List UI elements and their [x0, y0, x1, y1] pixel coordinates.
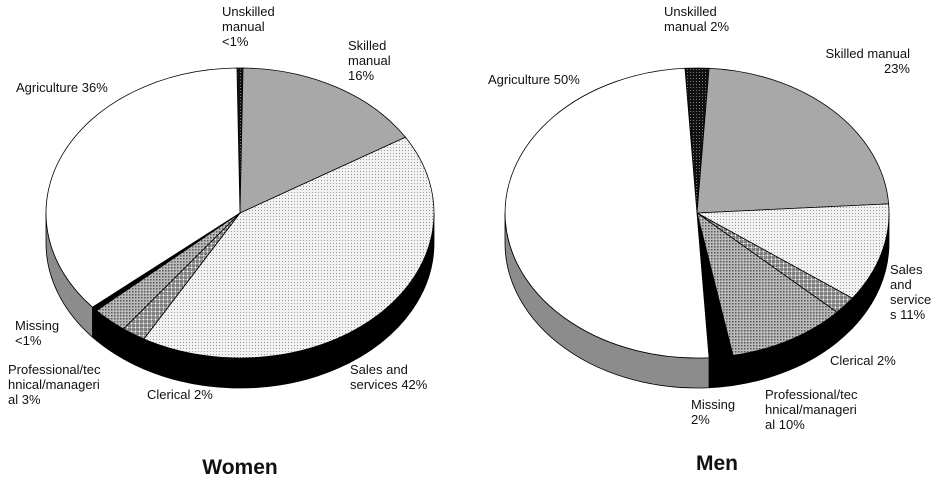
value-label: 2% [710, 19, 730, 34]
category-label: Agriculture [16, 80, 79, 95]
slice-side [708, 354, 734, 389]
slice-label: Professional/technical/managerial 10% [765, 387, 861, 432]
slice [239, 67, 407, 214]
slice-top [696, 212, 838, 356]
value-label: 42% [401, 377, 428, 392]
slice-top [695, 203, 890, 299]
category-label: Sales and services [890, 262, 932, 322]
slice-top [696, 67, 890, 214]
slice-side [92, 306, 97, 342]
slice-label: Professional/technical/managerial 3% [8, 362, 104, 407]
slice-label: Unskilled manual 2% [664, 4, 734, 34]
chart-title: Women [202, 456, 278, 479]
value-label: 16% [348, 68, 375, 83]
category-label: Unskilled manual [664, 4, 717, 34]
category-label: Professional/technical/managerial [765, 387, 858, 432]
value-label: 36% [81, 80, 108, 95]
slice-top [504, 67, 710, 359]
category-label: Clerical [147, 387, 191, 402]
slice-label: Unskilled manual <1% [222, 4, 292, 49]
slice-top [143, 136, 435, 359]
slice-label: Missing 2% [691, 397, 741, 427]
category-label: Missing [691, 397, 736, 412]
value-label: 23% [883, 61, 910, 76]
value-label: 11% [900, 307, 926, 322]
slice-label: Skilled manual 23% [820, 46, 910, 76]
category-label: Missing [15, 318, 60, 333]
slice [45, 67, 241, 339]
category-label: Skilled manual [825, 46, 910, 61]
slice [696, 212, 838, 386]
value-label: 2% [691, 412, 710, 427]
slice-label: Clerical 2% [830, 353, 920, 368]
value-label: 3% [21, 392, 41, 407]
slice [696, 67, 890, 214]
value-label: 2% [876, 353, 896, 368]
value-label: <1% [15, 333, 42, 348]
slice-label: Clerical 2% [147, 387, 237, 402]
category-label: Sales and services [350, 362, 408, 392]
category-label: Professional/technical/managerial [8, 362, 101, 407]
value-label: <1% [222, 34, 249, 49]
slice-top [239, 67, 407, 214]
slice-label: Agriculture 36% [16, 80, 166, 95]
value-label: 10% [778, 417, 805, 432]
slice-top [45, 67, 241, 308]
slice [504, 67, 710, 389]
category-label: Skilled manual [348, 38, 391, 68]
slice-label: Sales and services 11% [890, 262, 935, 322]
category-label: Unskilled manual [222, 4, 275, 34]
slice-label: Missing <1% [15, 318, 65, 348]
value-label: 50% [553, 72, 580, 87]
slice-label: Skilled manual 16% [348, 38, 408, 83]
slice-label: Agriculture 50% [488, 72, 638, 87]
category-label: Agriculture [488, 72, 551, 87]
category-label: Clerical [830, 353, 874, 368]
chart-title: Men [696, 452, 738, 475]
value-label: 2% [193, 387, 213, 402]
slice-label: Sales and services 42% [350, 362, 440, 392]
